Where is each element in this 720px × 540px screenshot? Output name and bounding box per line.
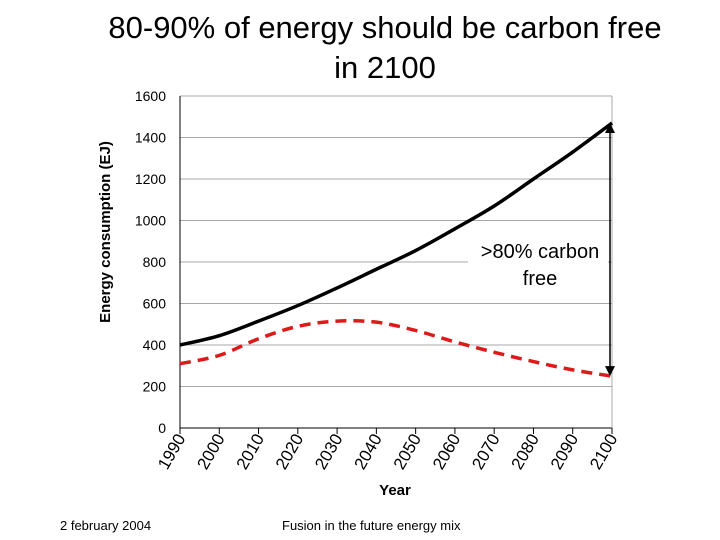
annotation-text-line-1: >80% carbon	[481, 241, 599, 263]
annotation-text-background	[468, 236, 608, 292]
slide-title-line-1: 80-90% of energy should be carbon free	[108, 10, 662, 45]
annotation-text-line-2: free	[523, 268, 557, 290]
y-tick-label-400: 400	[143, 337, 167, 353]
y-tick-label-800: 800	[143, 254, 167, 270]
y-axis-label: Energy consumption (EJ)	[97, 141, 114, 323]
x-tick-label-2100: 2100	[586, 431, 621, 473]
x-tick-label-1990: 1990	[154, 431, 189, 473]
x-tick-label-2070: 2070	[468, 431, 503, 473]
x-tick-label-2080: 2080	[508, 431, 543, 473]
y-tick-label-1000: 1000	[135, 213, 166, 229]
x-tick-label-2090: 2090	[547, 431, 582, 473]
slide-title: 80-90% of energy should be carbon free i…	[60, 8, 710, 88]
y-tick-label-0: 0	[158, 420, 166, 436]
y-tick-label-1600: 1600	[135, 88, 166, 104]
x-tick-label-2020: 2020	[272, 431, 307, 473]
y-tick-label-1200: 1200	[135, 171, 166, 187]
x-tick-label-2000: 2000	[193, 431, 228, 473]
x-tick-label-2010: 2010	[233, 431, 268, 473]
footer-caption: Fusion in the future energy mix	[282, 518, 461, 533]
series-lines	[179, 121, 614, 378]
y-tick-label-1400: 1400	[135, 130, 166, 146]
x-tick-label-2030: 2030	[311, 431, 346, 473]
footer-date: 2 february 2004	[60, 518, 152, 533]
series-line-total	[179, 121, 614, 347]
y-tick-label-600: 600	[143, 296, 167, 312]
annotation: >80% carbon free	[468, 122, 615, 377]
y-tick-label-200: 200	[143, 379, 167, 395]
axes	[179, 96, 613, 434]
x-axis-label: Year	[379, 482, 411, 499]
series-line-carbon-based	[179, 319, 613, 378]
x-tick-label-2040: 2040	[350, 431, 385, 473]
x-tick-label-2050: 2050	[390, 431, 425, 473]
slide-title-line-2: in 2100	[334, 50, 436, 85]
x-tick-label-2060: 2060	[429, 431, 464, 473]
annotation-arrow-head-top	[605, 122, 615, 133]
annotation-arrow-head-bottom	[605, 366, 615, 377]
